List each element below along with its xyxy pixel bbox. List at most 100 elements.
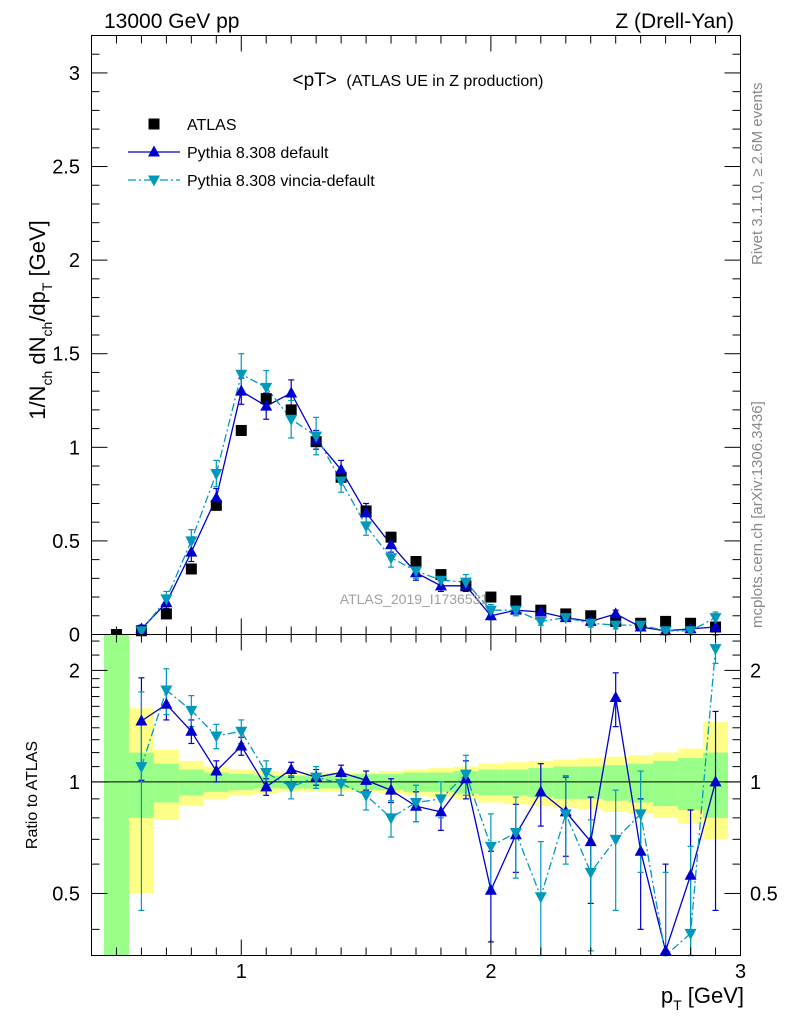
mc-point	[385, 553, 398, 565]
ratio-point	[135, 714, 148, 726]
watermark: ATLAS_2019_I1736531	[340, 591, 489, 607]
ratio-point	[285, 763, 298, 775]
mc-point	[160, 594, 173, 606]
mc-point	[709, 620, 722, 632]
ylabel-sub-2: ch	[39, 322, 55, 337]
chart-title: <pT> (ATLAS UE in Z production)	[293, 70, 544, 91]
ratio-point	[410, 797, 422, 809]
ratio-series	[135, 634, 722, 957]
ratio-point	[634, 844, 647, 856]
main-y-tick-label: 0	[69, 625, 80, 647]
ylabel-part-2: dN	[25, 337, 50, 371]
ratio-point	[335, 766, 348, 778]
ratio-point	[684, 928, 697, 940]
ratio-line-0	[141, 697, 717, 954]
ratio-point	[484, 841, 497, 853]
mc-point	[684, 626, 697, 638]
process-label: Z (Drell-Yan)	[615, 10, 734, 33]
ratio-point	[210, 764, 223, 776]
ratio-point	[310, 772, 323, 784]
mc-point	[285, 414, 298, 426]
ratio-error-bar	[138, 691, 145, 912]
ylabel-unit: [GeV]	[25, 220, 50, 282]
ylabel-sub-1: ch	[39, 371, 55, 386]
ratio-point	[135, 762, 148, 774]
ratio-point	[260, 780, 273, 792]
legend-marker	[148, 175, 160, 187]
ratio-point	[285, 782, 298, 794]
mc-point	[360, 506, 373, 518]
mc-point	[484, 605, 497, 617]
ratio-point	[434, 805, 447, 817]
mc-point	[185, 545, 198, 557]
ratio-point	[360, 773, 373, 785]
ratio-error-bar	[712, 710, 719, 912]
ratio-point	[484, 883, 497, 895]
mc-point	[709, 613, 722, 625]
ratio-y-tick-label: 1	[69, 772, 80, 794]
mc-point	[634, 620, 647, 632]
data-point	[385, 531, 397, 543]
data-point	[260, 393, 272, 405]
main-y-tick-label: 3	[69, 63, 80, 85]
ratio-point	[235, 726, 248, 738]
ratio-point	[160, 685, 173, 697]
ratio-line-1	[140, 648, 717, 957]
ylabel-part-3: /dp	[25, 291, 50, 322]
main-panel: 0 0.5 1 1.5 2 2.5 3 <pT> (ATLAS UE in Z produc…	[25, 35, 741, 647]
ratio-point	[584, 867, 597, 879]
x-tick-label: 3	[735, 961, 746, 983]
ratio-point	[634, 809, 647, 821]
mc-point	[210, 469, 223, 481]
legend-marker	[148, 145, 160, 157]
chart-title-main: <pT>	[293, 70, 337, 91]
mc-point	[609, 607, 622, 619]
ratio-point	[509, 828, 522, 840]
mc-point	[260, 399, 273, 411]
ratio-point	[185, 724, 198, 736]
mc-point	[609, 620, 622, 632]
x-tick-label: 1	[236, 961, 247, 983]
mc-point	[410, 566, 422, 578]
ratio-point	[210, 731, 223, 743]
collision-label: 13000 GeV pp	[104, 10, 239, 33]
xlabel-unit: [GeV]	[682, 983, 744, 1008]
xlabel-sub: T	[673, 997, 682, 1013]
legend: ATLAS Pythia 8.308 default Pythia 8.308 vi…	[128, 117, 375, 190]
ylabel-sub-3: T	[39, 282, 55, 291]
data-point	[285, 404, 297, 416]
stat-uncertainty-band	[178, 769, 204, 796]
data-point	[235, 424, 247, 436]
xlabel-main: p	[661, 983, 673, 1008]
data-point	[435, 569, 447, 581]
header: 13000 GeV pp Z (Drell-Yan)	[104, 10, 734, 33]
legend-label: Pythia 8.308 vincia-default	[187, 173, 375, 190]
mc-point	[235, 384, 248, 396]
mc-point	[434, 575, 447, 587]
ratio-point	[385, 783, 398, 795]
ratio-point	[709, 644, 722, 656]
main-y-tick-label: 1.5	[52, 344, 80, 366]
ratio-y-axis-label: Ratio to ATLAS	[24, 741, 41, 849]
mc-point	[260, 382, 273, 394]
mc-point	[659, 626, 672, 638]
mc-point	[459, 577, 472, 589]
main-y-tick-label: 2	[69, 250, 80, 272]
main-y-axis-label: 1/Nch dNch/dpT [GeV]	[25, 220, 55, 420]
stat-uncertainty-band	[678, 758, 704, 810]
ratio-point	[709, 775, 722, 787]
ratio-ticks: 0.5 0.5 1 1 2 2 1 2 3	[52, 634, 778, 983]
ratio-point	[609, 691, 622, 703]
stat-uncertainty-band	[153, 763, 179, 803]
ratio-point	[185, 705, 198, 717]
mc-point	[559, 613, 572, 625]
mc-point	[135, 626, 148, 638]
ratio-y-tick-label: 0.5	[52, 883, 80, 905]
ratio-y-tick-label: 2	[69, 660, 80, 682]
chart-subtitle: (ATLAS UE in Z production)	[346, 73, 543, 90]
mc-point	[385, 538, 398, 550]
data-point	[410, 555, 422, 567]
mc-point	[335, 476, 348, 488]
ratio-point	[559, 809, 572, 821]
